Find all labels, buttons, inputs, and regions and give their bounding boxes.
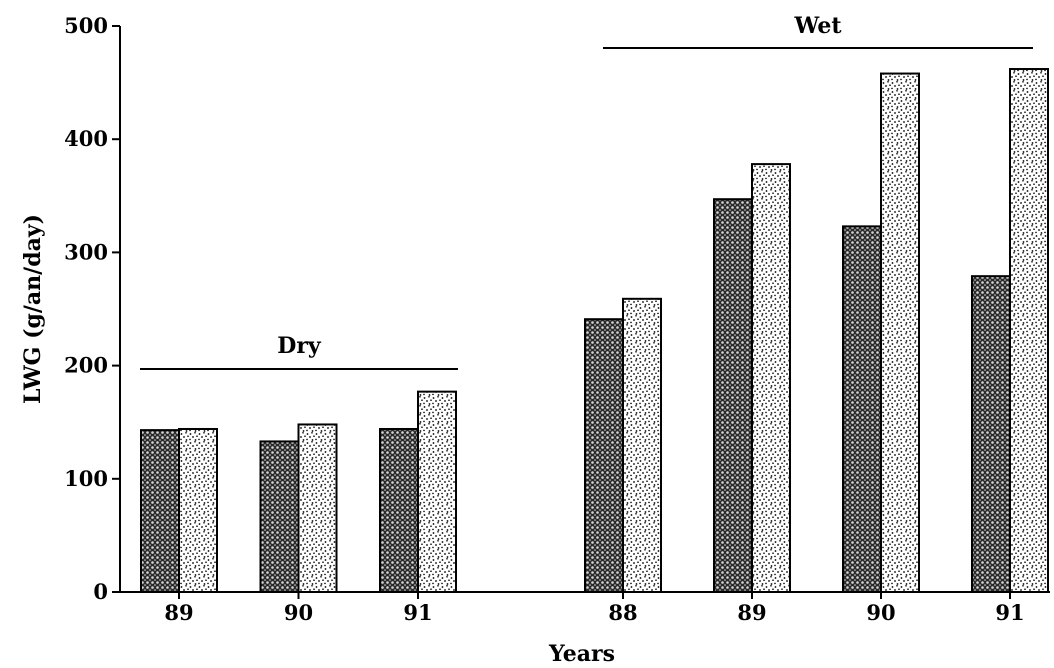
y-axis-title: LWG (g/an/day) [20,214,46,404]
bar-dry-89-stipple-light [178,427,218,593]
y-tick-label: 500 [64,13,108,38]
y-tick-label: 0 [93,579,108,604]
x-tick-labels: 89 90 91 88 89 90 91 [164,592,1025,625]
bar-dry-90-stipple-light [297,423,338,593]
bar-wet-91-crosshatch-dark [971,275,1011,593]
x-tick-label: 90 [284,600,313,625]
bar-wet-89-stipple-light [751,163,791,593]
bar-wet-90-stipple-light [880,72,920,593]
group-label-dry: Dry [277,333,322,359]
group-label-wet: Wet [793,13,842,39]
x-tick-label: 91 [403,600,432,625]
bar-wet-88-stipple-light [622,297,662,593]
y-tick-label: 400 [64,126,108,151]
bar-wet-91-stipple-light [1009,68,1049,594]
x-tick-label: 90 [866,600,895,625]
x-axis-title: Years [548,641,615,667]
y-tick-label: 300 [64,239,108,264]
x-tick-label: 89 [164,600,193,625]
bar-dry-89-crosshatch-dark [140,429,180,593]
bars-layer [140,68,1049,594]
y-tick-label: 100 [64,466,108,491]
bar-wet-89-crosshatch-dark [713,198,753,593]
bar-wet-90-crosshatch-dark [842,225,882,593]
y-ticks: 0 100 200 300 400 500 [64,13,120,604]
y-tick-label: 200 [64,353,108,378]
group-brackets: Dry Wet [140,13,1033,370]
x-tick-label: 88 [608,600,637,625]
bar-wet-88-crosshatch-dark [584,318,624,593]
bar-dry-90-crosshatch-dark [259,440,300,593]
x-tick-label: 89 [737,600,766,625]
bar-dry-91-stipple-light [417,390,457,593]
x-tick-label: 91 [995,600,1024,625]
bar-dry-91-crosshatch-dark [379,427,419,593]
